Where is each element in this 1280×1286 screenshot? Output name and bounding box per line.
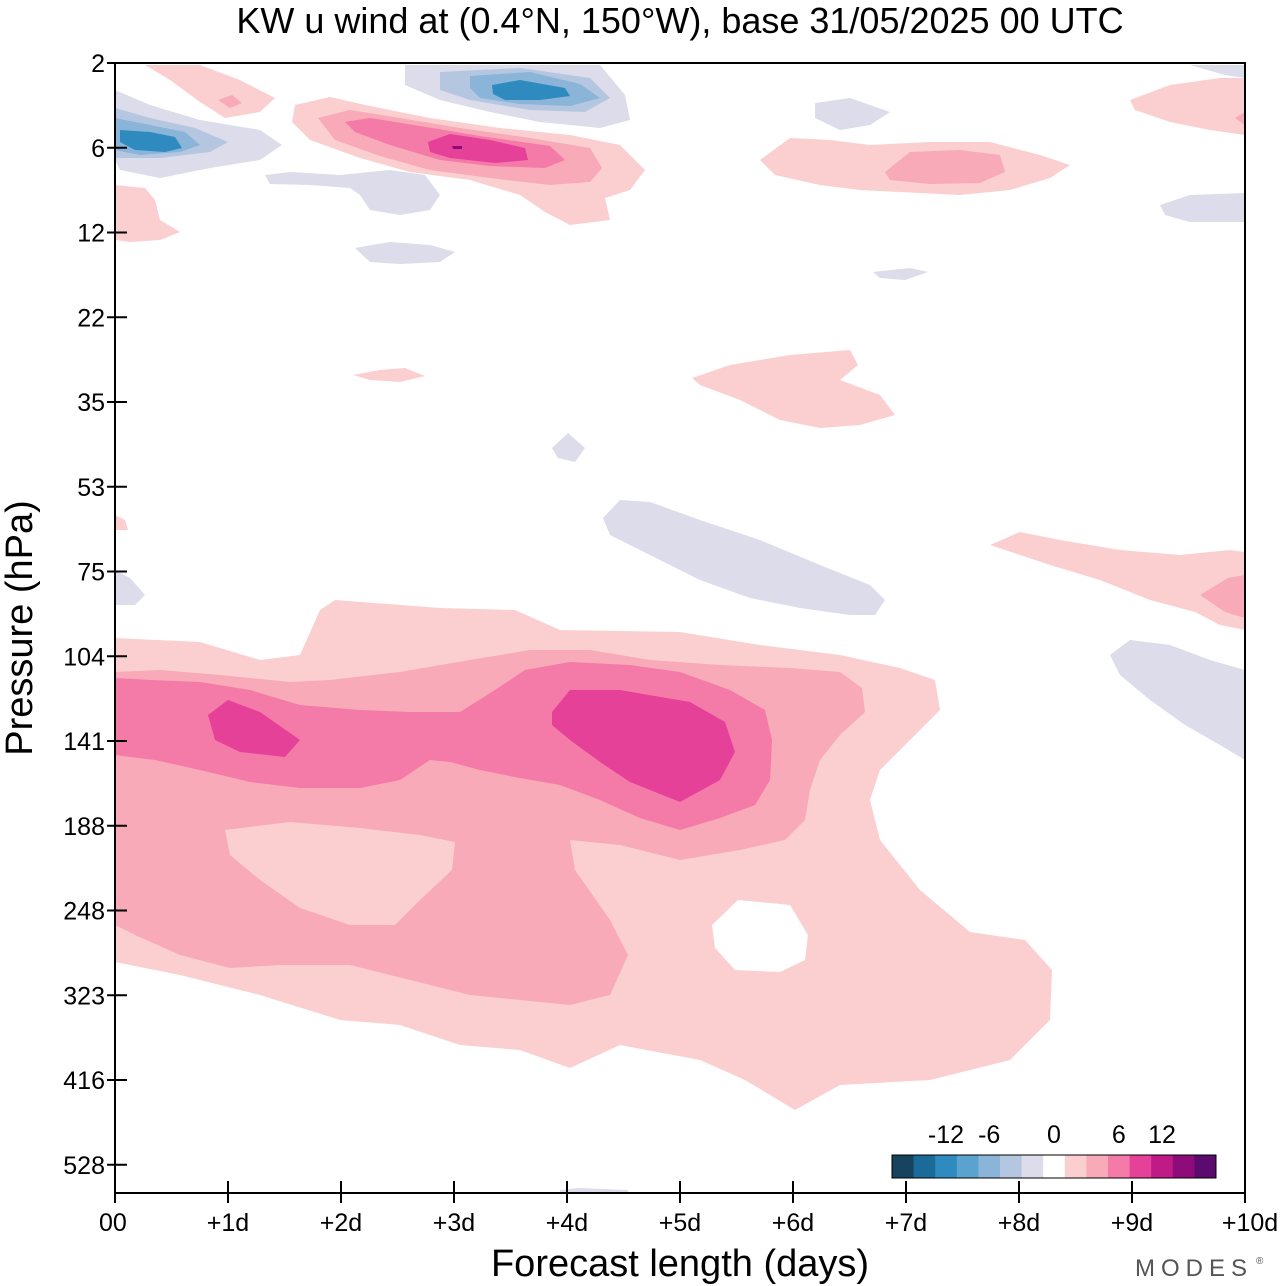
colorbar-swatch xyxy=(1151,1155,1174,1178)
colorbar-swatch xyxy=(1086,1155,1109,1178)
colorbar-swatch xyxy=(1108,1155,1131,1178)
x-tick-label: +7d xyxy=(885,1209,927,1237)
y-tick-label: 22 xyxy=(77,304,105,332)
contour-upper-pos-a xyxy=(145,65,275,118)
colorbar-label: 6 xyxy=(1112,1121,1126,1149)
x-tick-label: +9d xyxy=(1111,1209,1153,1237)
contour-upper-pos-a-inner xyxy=(218,95,242,108)
y-tick-label: 141 xyxy=(63,728,105,756)
colorbar-label: 12 xyxy=(1148,1121,1176,1149)
contour-mid-pos-c xyxy=(115,515,128,530)
contour-upper-pos-e2 xyxy=(1235,112,1245,125)
x-tick-label: +6d xyxy=(772,1209,814,1237)
y-tick-label: 2 xyxy=(91,50,105,78)
colorbar-swatch xyxy=(935,1155,958,1178)
y-tick-label: 248 xyxy=(63,898,105,926)
contour-upper-neg-b4 xyxy=(492,80,570,100)
contour-upper-neg-e xyxy=(815,98,890,130)
colorbar-swatches xyxy=(892,1155,1217,1178)
x-axis: 00 +1d +2d +3d +4d +5d +6d +7d +8d +9d +10d xyxy=(99,1181,1278,1237)
x-tick-label: +1d xyxy=(207,1209,249,1237)
y-tick-label: 35 xyxy=(77,389,105,417)
contour-mid-neg-c xyxy=(115,570,145,605)
colorbar-swatch xyxy=(1129,1155,1152,1178)
contour-mid-neg-b xyxy=(603,500,885,615)
modes-logo: MODES xyxy=(1135,1255,1253,1282)
colorbar-swatch xyxy=(1043,1155,1066,1178)
y-tick-label: 188 xyxy=(63,813,105,841)
y-tick-label: 416 xyxy=(63,1067,105,1095)
colorbar-label: -12 xyxy=(928,1121,964,1149)
contour-upper-neg-a4 xyxy=(120,130,182,152)
contour-upper-neg-h xyxy=(1160,193,1245,222)
colorbar-swatch xyxy=(956,1155,979,1178)
contour-mid-pos-d xyxy=(990,532,1245,630)
x-tick-label: +10d xyxy=(1222,1209,1278,1237)
contour-mid-pos-b xyxy=(692,350,895,428)
x-tick-label: +5d xyxy=(659,1209,701,1237)
registered-mark: ® xyxy=(1256,1256,1264,1267)
x-axis-title: Forecast length (days) xyxy=(491,1243,869,1285)
colorbar: -12 -6 0 6 12 xyxy=(891,1121,1217,1179)
y-tick-label: 104 xyxy=(63,643,105,671)
contour-mid-pos-d2 xyxy=(1200,575,1245,618)
colorbar-frame xyxy=(891,1154,1217,1179)
contour-upper-neg-g xyxy=(1190,65,1245,78)
contour-upper-neg-c xyxy=(265,170,440,215)
contour-level-12-b xyxy=(552,690,735,802)
y-axis-title: Pressure (hPa) xyxy=(0,500,41,756)
contour-upper-pos-d2 xyxy=(885,150,1005,184)
y-tick-label: 528 xyxy=(63,1152,105,1180)
y-tick-label: 323 xyxy=(63,982,105,1010)
chart-title: KW u wind at (0.4°N, 150°W), base 31/05/… xyxy=(236,0,1123,41)
colorbar-swatch xyxy=(1194,1155,1217,1178)
x-tick-label: +2d xyxy=(320,1209,362,1237)
contour-mid-neg-a xyxy=(552,433,585,462)
contour-level-3-inner-a xyxy=(225,822,455,925)
colorbar-swatch xyxy=(1000,1155,1023,1178)
plot-area xyxy=(115,63,1245,1193)
contour-upper-pos-b5 xyxy=(452,146,462,149)
contour-upper-pos-b4 xyxy=(428,134,528,163)
colorbar-label: 0 xyxy=(1047,1121,1061,1149)
x-tick-label: +3d xyxy=(433,1209,475,1237)
x-tick-label: 00 xyxy=(99,1209,127,1237)
contour-mid-neg-d xyxy=(1110,640,1245,760)
colorbar-swatch xyxy=(913,1155,936,1178)
colorbar-swatch xyxy=(1064,1155,1087,1178)
y-tick-label: 12 xyxy=(77,220,105,248)
y-tick-label: 75 xyxy=(77,559,105,587)
contour-low-neg-a xyxy=(560,1188,628,1193)
colorbar-label: -6 xyxy=(978,1121,1000,1149)
colorbar-swatch xyxy=(978,1155,1001,1178)
x-tick-label: +4d xyxy=(546,1209,588,1237)
contour-upper-pos-e xyxy=(1130,78,1245,135)
contour-mid-pos-a xyxy=(353,368,425,382)
colorbar-swatch xyxy=(892,1155,915,1178)
y-tick-label: 6 xyxy=(91,135,105,163)
colorbar-swatch xyxy=(1021,1155,1044,1178)
colorbar-swatch xyxy=(1172,1155,1195,1178)
contour-upper-neg-f xyxy=(873,268,928,280)
contour-upper-neg-d xyxy=(355,242,455,264)
contour-level-12-a xyxy=(208,700,300,757)
contour-level-0-hole xyxy=(712,900,808,972)
y-axis: 2 6 12 22 35 53 75 104 141 188 248 323 416 528 xyxy=(63,50,127,1180)
colorbar-labels: -12 -6 0 6 12 xyxy=(928,1121,1176,1149)
contour-upper-pos-c xyxy=(115,185,180,242)
x-tick-label: +8d xyxy=(998,1209,1040,1237)
y-tick-label: 53 xyxy=(77,474,105,502)
